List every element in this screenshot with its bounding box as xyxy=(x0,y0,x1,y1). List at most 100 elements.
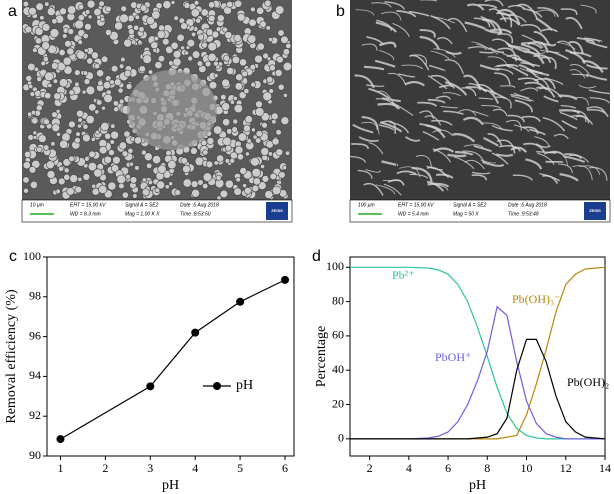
texture xyxy=(58,165,64,172)
texture xyxy=(86,0,96,9)
texture xyxy=(68,89,75,96)
texture xyxy=(431,119,453,126)
texture xyxy=(121,191,129,199)
texture xyxy=(83,48,89,53)
texture xyxy=(387,72,407,85)
texture xyxy=(208,1,216,9)
texture xyxy=(42,56,49,63)
texture xyxy=(427,182,450,188)
texture xyxy=(277,29,285,37)
texture xyxy=(277,83,285,91)
texture xyxy=(455,150,474,156)
texture xyxy=(378,124,395,131)
texture xyxy=(121,150,129,157)
texture xyxy=(397,73,416,78)
texture xyxy=(396,10,417,18)
texture xyxy=(133,24,140,31)
texture xyxy=(51,62,59,70)
texture xyxy=(82,123,89,130)
texture xyxy=(351,143,369,149)
texture xyxy=(182,164,191,174)
texture xyxy=(557,163,573,174)
texture xyxy=(254,137,262,144)
texture xyxy=(172,57,182,67)
texture xyxy=(376,19,392,32)
texture xyxy=(479,64,501,71)
texture xyxy=(250,157,260,167)
texture xyxy=(55,108,61,114)
texture xyxy=(252,177,261,186)
texture xyxy=(180,157,188,165)
texture xyxy=(201,41,208,49)
texture xyxy=(420,0,438,2)
texture xyxy=(154,61,163,70)
panel-label: a xyxy=(8,3,17,20)
texture xyxy=(100,122,110,132)
texture xyxy=(478,3,498,9)
texture xyxy=(52,78,59,84)
texture xyxy=(462,116,484,126)
texture xyxy=(453,156,475,170)
texture xyxy=(141,177,147,183)
texture xyxy=(478,97,494,100)
texture xyxy=(74,81,80,87)
texture xyxy=(426,165,443,171)
texture xyxy=(110,64,119,73)
texture xyxy=(541,28,558,33)
texture xyxy=(543,95,559,103)
texture xyxy=(384,1,405,10)
texture xyxy=(112,155,121,165)
series-line xyxy=(350,338,606,440)
texture xyxy=(244,115,253,124)
info-text: Mag = 50 X xyxy=(453,211,479,217)
y-tick-label: 100 xyxy=(326,259,344,273)
texture xyxy=(82,133,91,143)
texture xyxy=(404,81,425,87)
info-text: WD = 5.4 mm xyxy=(398,211,429,217)
texture xyxy=(233,103,244,114)
texture xyxy=(266,76,274,83)
texture xyxy=(264,0,272,7)
texture xyxy=(487,133,503,147)
texture xyxy=(239,167,247,175)
texture xyxy=(254,54,263,64)
texture xyxy=(82,33,89,40)
texture xyxy=(43,118,50,126)
texture xyxy=(68,155,75,163)
texture xyxy=(193,0,200,6)
texture xyxy=(564,153,583,160)
texture xyxy=(244,187,252,195)
texture xyxy=(24,25,33,34)
data-point xyxy=(281,275,290,284)
x-tick-label: 6 xyxy=(282,461,288,475)
texture xyxy=(502,52,520,61)
y-tick-label: 100 xyxy=(23,249,41,263)
texture xyxy=(245,151,250,157)
texture xyxy=(408,54,430,71)
texture xyxy=(589,97,610,104)
texture xyxy=(226,66,235,75)
texture xyxy=(215,26,222,32)
texture xyxy=(55,188,61,194)
texture xyxy=(586,63,608,70)
info-text: 100 μm xyxy=(358,202,375,208)
texture xyxy=(540,56,557,70)
texture xyxy=(165,45,174,54)
texture xyxy=(82,70,89,76)
texture xyxy=(261,175,270,183)
texture xyxy=(368,87,390,100)
texture xyxy=(442,92,461,97)
texture xyxy=(256,42,265,51)
texture xyxy=(103,93,113,104)
texture xyxy=(271,112,279,121)
texture xyxy=(197,179,204,186)
texture xyxy=(27,111,33,117)
texture xyxy=(162,0,172,10)
texture xyxy=(78,4,85,11)
texture xyxy=(269,64,276,72)
texture xyxy=(585,73,608,81)
texture xyxy=(200,139,208,147)
texture xyxy=(472,110,489,117)
texture xyxy=(229,157,236,164)
texture xyxy=(533,54,552,64)
